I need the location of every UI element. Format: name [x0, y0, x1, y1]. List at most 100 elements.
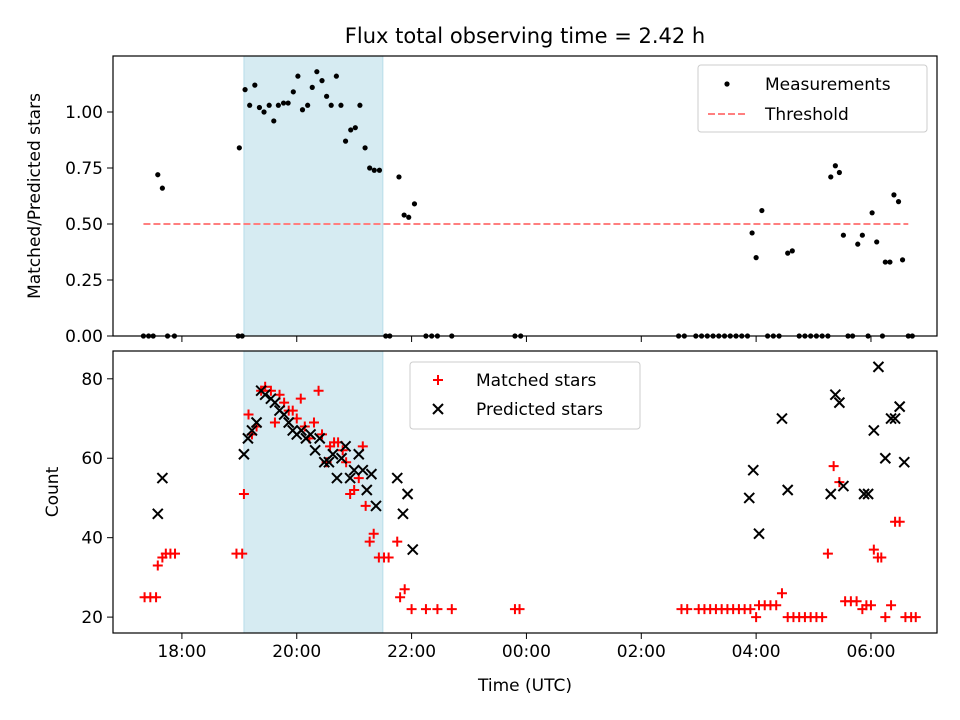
predicted-stars-point	[391, 472, 403, 484]
top-axes-frame	[112, 55, 938, 337]
matched-stars-point	[817, 612, 828, 623]
x-tick-label: 22:00	[387, 642, 436, 662]
measurements-point	[155, 172, 161, 178]
measurements-point	[789, 248, 795, 254]
measurements-point	[314, 69, 320, 75]
measurements-point	[324, 93, 330, 99]
predicted-stars-point	[833, 396, 846, 409]
measurements-point	[406, 214, 412, 220]
matched-stars-point	[368, 528, 379, 539]
bottom-series-layer	[139, 361, 921, 623]
predicted-stars-point	[885, 412, 897, 425]
bottom-panel-star-counts: 18:00 20:00 22:00 00:00 02:00 04:00 06:00 20 40…	[43, 350, 938, 696]
bottom-legend-frame	[409, 361, 641, 430]
predicted-stars-point	[407, 543, 419, 556]
predicted-stars-point	[259, 388, 271, 401]
predicted-stars-point	[295, 424, 308, 437]
matched-stars-point	[851, 596, 862, 607]
measurements-point	[252, 82, 258, 88]
matched-stars-point	[364, 536, 375, 547]
predicted-stars-point	[781, 484, 794, 496]
predicted-stars-point	[152, 508, 164, 520]
top-x-ticks	[181, 336, 872, 342]
measurements-point	[753, 255, 759, 261]
predicted-stars-point	[348, 464, 360, 476]
measurements-point	[352, 125, 358, 131]
predicted-stars-point	[743, 492, 755, 504]
measurements-point	[785, 250, 791, 256]
matched-stars-point	[910, 612, 921, 623]
measurements-point	[855, 241, 861, 247]
predicted-stars-point	[753, 527, 765, 540]
matched-stars-point	[751, 612, 762, 623]
measurements-point	[285, 100, 291, 106]
predicted-stars-point	[879, 452, 892, 464]
matched-stars-point	[822, 548, 833, 559]
matched-stars-point	[237, 548, 248, 559]
predicted-stars-point	[339, 440, 352, 453]
predicted-stars-point	[331, 472, 343, 484]
predicted-stars-point	[889, 412, 901, 425]
bottom-y-tick-label: 40	[81, 529, 103, 549]
top-observing-span	[243, 55, 384, 337]
legend-label-measurements: Measurements	[765, 75, 891, 95]
top-y-tick-label: 0.25	[65, 271, 103, 291]
predicted-stars-point	[370, 500, 382, 512]
legend-marker-matched-stars	[433, 375, 443, 385]
predicted-stars-point	[269, 396, 281, 409]
measurements-point	[159, 185, 165, 191]
measurements-point	[256, 104, 263, 111]
measurements-point	[342, 138, 349, 144]
legend-marker-predicted-stars	[432, 403, 444, 415]
legend-label-predicted-stars: Predicted stars	[476, 400, 603, 420]
top-y-tick-label: 0.00	[65, 327, 103, 347]
predicted-stars-point	[242, 432, 254, 445]
predicted-stars-point	[353, 448, 365, 460]
measurements-point	[828, 174, 834, 180]
matched-stars-point	[432, 604, 443, 615]
measurements-point	[261, 109, 267, 115]
top-y-ticks: 0.00 0.25 0.50 0.75 1.00	[65, 103, 113, 347]
matched-stars-point	[420, 604, 431, 615]
measurements-point	[869, 210, 875, 216]
predicted-stars-point	[278, 408, 290, 421]
measurements-point	[275, 102, 281, 108]
measurements-point	[899, 257, 906, 263]
x-tick-label: 06:00	[846, 642, 895, 662]
top-y-axis-label: Matched/Predicted stars	[25, 93, 45, 299]
matched-stars-point	[269, 417, 280, 428]
bottom-legend: Matched stars Predicted stars	[409, 361, 641, 430]
bottom-y-tick-label: 60	[81, 449, 103, 469]
predicted-stars-point	[747, 464, 759, 476]
measurements-point	[401, 212, 407, 218]
bottom-axes-frame	[112, 350, 938, 634]
matched-stars-point	[349, 485, 360, 496]
matched-stars-point	[151, 592, 162, 603]
matched-stars-point	[514, 604, 525, 615]
matched-stars-point	[360, 500, 371, 511]
measurements-point	[236, 145, 242, 151]
matched-stars-point	[170, 548, 181, 559]
predicted-stars-point	[862, 488, 874, 500]
top-legend: Measurements Threshold	[697, 64, 928, 133]
measurements-point	[319, 78, 325, 84]
measurements-point	[832, 163, 838, 169]
predicted-stars-point	[344, 472, 356, 484]
predicted-stars-point	[825, 488, 837, 500]
measurements-point	[290, 89, 296, 95]
top-observing-span-layer	[243, 55, 384, 337]
measurements-point	[895, 199, 902, 205]
top-panel-matched-ratio: 0.00 0.25 0.50 0.75 1.00 Matched/Predicted s…	[25, 55, 938, 347]
matched-stars-point	[406, 604, 417, 615]
predicted-stars-point	[314, 432, 326, 445]
predicted-stars-point	[397, 508, 409, 520]
top-y-tick-label: 0.75	[65, 159, 103, 179]
predicted-stars-point	[365, 468, 378, 480]
matched-stars-point	[265, 385, 276, 396]
measurements-point	[840, 232, 847, 238]
predicted-stars-point	[335, 452, 348, 464]
measurements-point	[376, 167, 383, 173]
legend-label-threshold: Threshold	[764, 105, 849, 125]
measurements-point	[348, 127, 354, 133]
measurements-point	[247, 102, 253, 108]
